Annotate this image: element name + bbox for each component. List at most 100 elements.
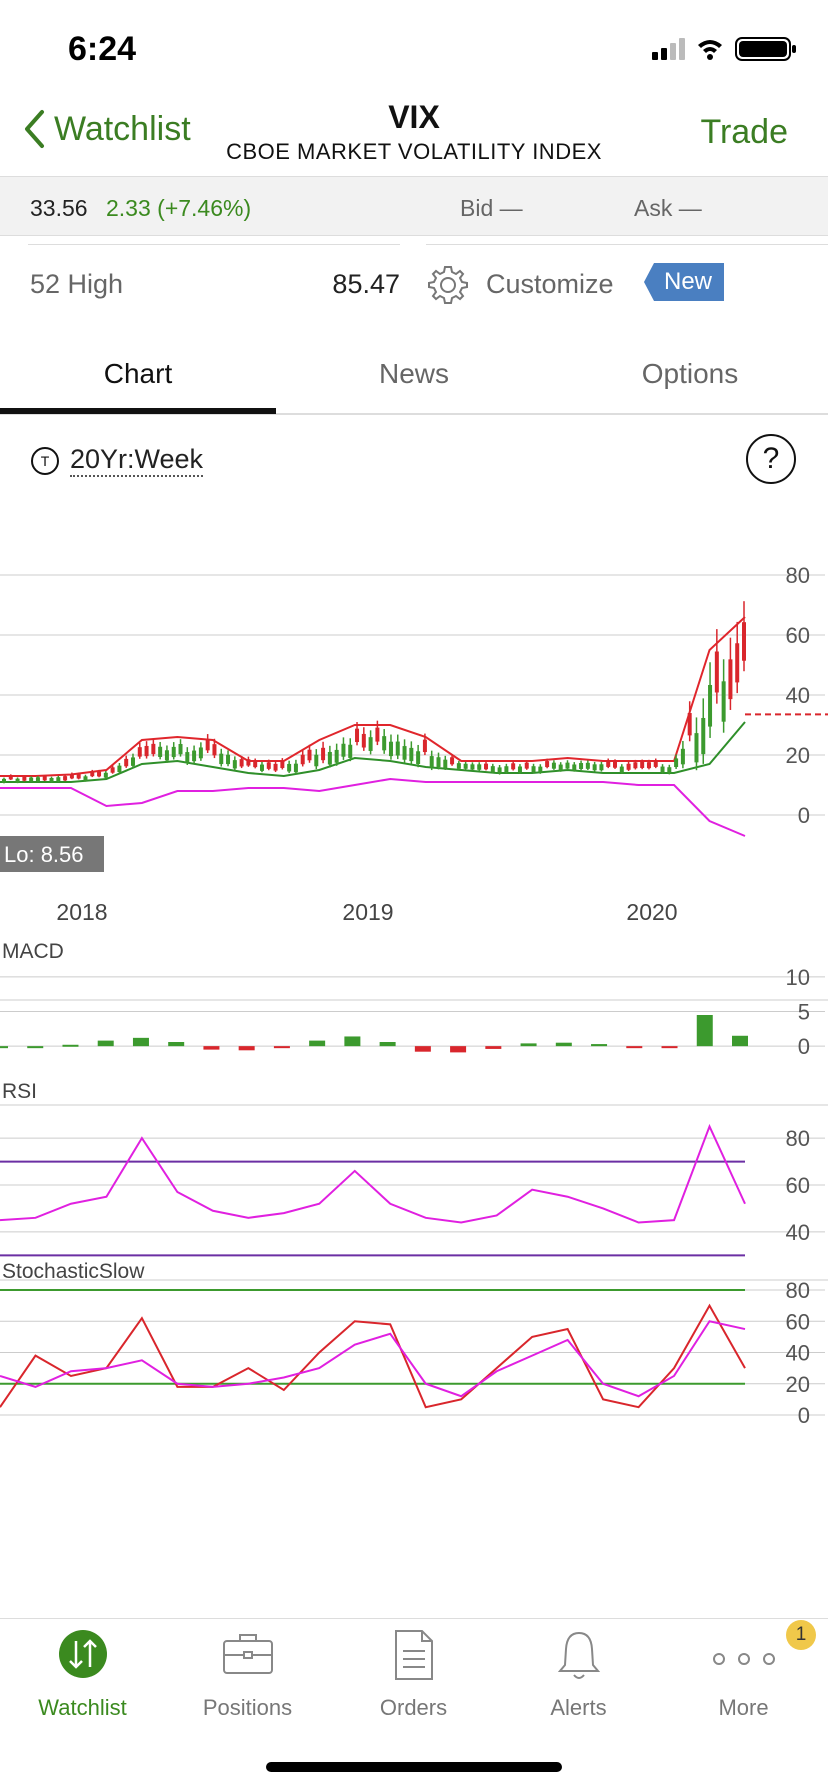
candle-body [388, 741, 393, 757]
candle-body [192, 750, 197, 762]
tab-news[interactable]: News [378, 358, 449, 389]
macd-title: MACD [2, 940, 64, 963]
stochastic-d-line [0, 1320, 746, 1398]
bottom-tab-positions[interactable]: Positions [165, 1619, 330, 1729]
macd-histogram-bar [732, 1035, 748, 1047]
bottom-tab-orders[interactable]: Orders [331, 1619, 496, 1729]
macd-histogram-bar [97, 1040, 114, 1047]
candle-body [110, 767, 115, 773]
candle-body [90, 771, 95, 777]
candle-body [321, 747, 326, 761]
candle-body [613, 761, 618, 768]
bottom-tab-label: Orders [379, 1695, 448, 1720]
candle-body [484, 763, 489, 770]
candle-body [694, 733, 699, 763]
candle-body [8, 775, 13, 780]
candle-body [653, 760, 658, 767]
candle-body [69, 774, 74, 779]
candle-body [524, 762, 529, 769]
candle-body [42, 776, 47, 781]
candle-body [226, 754, 231, 765]
bottom-tab-more[interactable]: More [661, 1619, 826, 1729]
y-tick-label: 60 [786, 1309, 810, 1334]
bottom-tab-watchlist[interactable]: Watchlist [0, 1619, 165, 1729]
candle-body [15, 778, 20, 783]
candle-body [246, 759, 251, 766]
wifi-icon [698, 40, 722, 60]
candle-body [368, 737, 373, 751]
candle-body [280, 761, 285, 768]
candle-body [735, 643, 740, 683]
range-selector[interactable]: 20Yr:Week [70, 444, 204, 477]
ask-price: Ask — [634, 195, 702, 221]
candle-body [545, 761, 550, 768]
candle-body [490, 766, 495, 773]
briefcase-icon [222, 1634, 273, 1674]
candle-body [253, 760, 258, 768]
macd-histogram-bar [485, 1046, 502, 1049]
candle-body [164, 750, 169, 761]
y-tick-label: 40 [786, 1220, 810, 1245]
customize-area[interactable]: Customize New [426, 244, 828, 320]
stochastic-title: StochasticSlow [2, 1260, 145, 1283]
gear-icon [428, 266, 468, 304]
candle-body [742, 622, 746, 661]
candle-body [266, 762, 271, 769]
tab-chart[interactable]: Chart [103, 358, 173, 389]
candle-body [429, 756, 434, 768]
x-tick-label: 2020 [626, 899, 677, 925]
candle-body [687, 713, 692, 736]
candle-body [463, 763, 468, 769]
candle-body [565, 762, 570, 769]
candle-body [585, 762, 590, 769]
price-chart-area[interactable]: 80 60 40 20 0 Lo: 8.56 2018 2019 2020 MACD 10 5 0 RSI… [0, 500, 828, 1616]
help-button[interactable]: ? [746, 434, 796, 484]
macd-histogram-bar [0, 1046, 8, 1049]
candle-body [293, 763, 298, 773]
candle-body [592, 764, 597, 771]
watchlist-arrows-icon [58, 1630, 107, 1678]
macd-histogram-bar [696, 1015, 713, 1047]
chevron-left-icon [25, 110, 44, 148]
candle-body [714, 651, 719, 693]
macd-histogram-bar [132, 1037, 149, 1047]
candle-body [205, 739, 210, 751]
bollinger-lower-line [0, 777, 746, 837]
customize-button[interactable]: Customize [486, 269, 614, 299]
active-tab-indicator [0, 408, 276, 414]
bottom-tab-label: Alerts [550, 1695, 607, 1720]
macd-histogram-bar [626, 1046, 643, 1049]
tab-options[interactable]: Options [641, 358, 739, 389]
trade-button[interactable]: Trade [700, 113, 788, 151]
page-subtitle: CBOE MARKET VOLATILITY INDEX [226, 139, 602, 164]
candle-body [273, 763, 278, 771]
back-button[interactable]: Watchlist [22, 109, 191, 149]
candle-body [158, 746, 163, 757]
candle-body [29, 777, 34, 782]
candle-body [171, 746, 176, 758]
candle-body [355, 728, 360, 743]
nav-bar: Watchlist VIX CBOE MARKET VOLATILITY IND… [0, 95, 828, 175]
home-indicator [266, 1762, 562, 1772]
rsi-title: RSI [2, 1080, 37, 1103]
y-tick-label: 20 [786, 743, 810, 768]
candle-body [470, 764, 475, 770]
y-tick-label: 10 [786, 965, 810, 990]
stat-52-high[interactable]: 52 High 85.47 [28, 244, 400, 320]
macd-histogram-bar [591, 1044, 608, 1047]
y-tick-label: 0 [798, 1403, 810, 1428]
quote-bar: 33.56 2.33 (+7.46%) Bid — Ask — [0, 176, 828, 236]
macd-histogram-bar [203, 1046, 220, 1050]
bottom-tab-alerts[interactable]: Alerts [496, 1619, 661, 1729]
candle-body [198, 747, 203, 759]
macd-histogram-bar [661, 1046, 678, 1049]
chart-range-row: T 20Yr:Week ? [0, 430, 828, 490]
candle-body [646, 762, 651, 769]
candle-body [361, 733, 366, 748]
low-price-label: Lo: 8.56 [4, 842, 84, 867]
candle-body [287, 763, 292, 772]
macd-histogram-bar [344, 1036, 361, 1047]
macd-histogram-bar [27, 1046, 44, 1049]
y-tick-label: 60 [786, 1173, 810, 1198]
candle-body [63, 776, 68, 781]
